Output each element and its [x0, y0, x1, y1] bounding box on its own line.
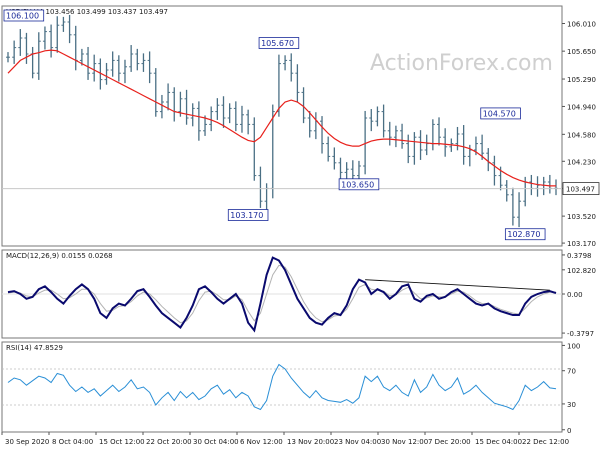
price-axis-tick-label: 103.520 [567, 213, 596, 221]
price-axis-tick-label: 106.010 [567, 21, 596, 29]
price-callout-box [338, 178, 380, 191]
x-axis-tick-label: 23 Nov 04:00 [334, 438, 381, 446]
price-callout-box [3, 9, 45, 22]
price-axis-tick-label: 105.650 [567, 48, 596, 56]
x-axis-tick-label: 13 Nov 20:00 [287, 438, 334, 446]
x-axis-tick-label: 7 Dec 20:00 [428, 438, 471, 446]
price-callout-box [227, 209, 269, 221]
rsi-axis-tick-label: 0 [567, 427, 571, 435]
x-axis-tick-label: 15 Dec 04:00 [475, 438, 522, 446]
macd-line [7, 256, 557, 333]
price-axis-tick-label: 105.290 [567, 76, 596, 84]
watermark: ActionForex.com [370, 51, 553, 76]
x-axis-tick-label: 30 Oct 04:00 [193, 438, 239, 446]
macd-panel-title: MACD(12,26,9) 0.0155 0.0268 [6, 252, 113, 260]
price-axis-tick-label: 104.580 [567, 131, 596, 139]
price-callout-label: 104.570 [483, 109, 516, 118]
macd-axis-tick-label: -0.3797 [567, 330, 594, 338]
price-callout-box [504, 228, 546, 241]
macd-trendline [365, 279, 550, 291]
price-callout-label: 103.170 [230, 211, 263, 220]
price-callout-label: 105.670 [261, 39, 294, 48]
price-axis-tick-label: 102.820 [567, 267, 596, 275]
x-axis-tick-label: 22 Dec 12:00 [522, 438, 569, 446]
current-price-label: 103.497 [566, 186, 595, 194]
price-callout-label: 106.100 [6, 12, 39, 21]
price-callout-box [480, 107, 521, 120]
macd-axis-tick-label: 0.00 [567, 291, 583, 299]
moving-average-line [7, 49, 556, 187]
price-axis-tick-label: 104.230 [567, 158, 596, 166]
macd-axis-tick-label: 0.3798 [567, 252, 592, 260]
x-axis-tick-label: 8 Oct 04:00 [52, 438, 93, 446]
rsi-axis-tick-label: 30 [567, 401, 576, 409]
rsi-panel-title: RSI(14) 47.8529 [6, 344, 63, 352]
price-axis-tick-label: 104.940 [567, 103, 596, 111]
x-axis-tick-label: 30 Nov 12:00 [381, 438, 428, 446]
rsi-axis-tick-label: 100 [567, 342, 580, 350]
x-axis-tick-label: 22 Oct 20:00 [146, 438, 192, 446]
x-axis-tick-label: 6 Nov 12:00 [240, 438, 283, 446]
panel-frame-rsi [1, 341, 563, 433]
rsi-axis-tick-label: 70 [567, 368, 576, 376]
price-axis-tick-label: 103.170 [567, 240, 596, 248]
price-callout-box [258, 37, 300, 49]
price-bars-group [6, 14, 558, 228]
rsi-line [7, 363, 557, 411]
price-callout-label: 103.650 [341, 180, 374, 189]
x-axis-tick-label: 30 Sep 2020 [5, 438, 49, 446]
x-axis-tick-label: 15 Oct 12:00 [99, 438, 145, 446]
price-panel-title: USDJPY,H4 103.456 103.499 103.437 103.49… [6, 8, 168, 16]
current-price-box [562, 182, 600, 195]
price-callout-label: 102.870 [507, 230, 540, 239]
